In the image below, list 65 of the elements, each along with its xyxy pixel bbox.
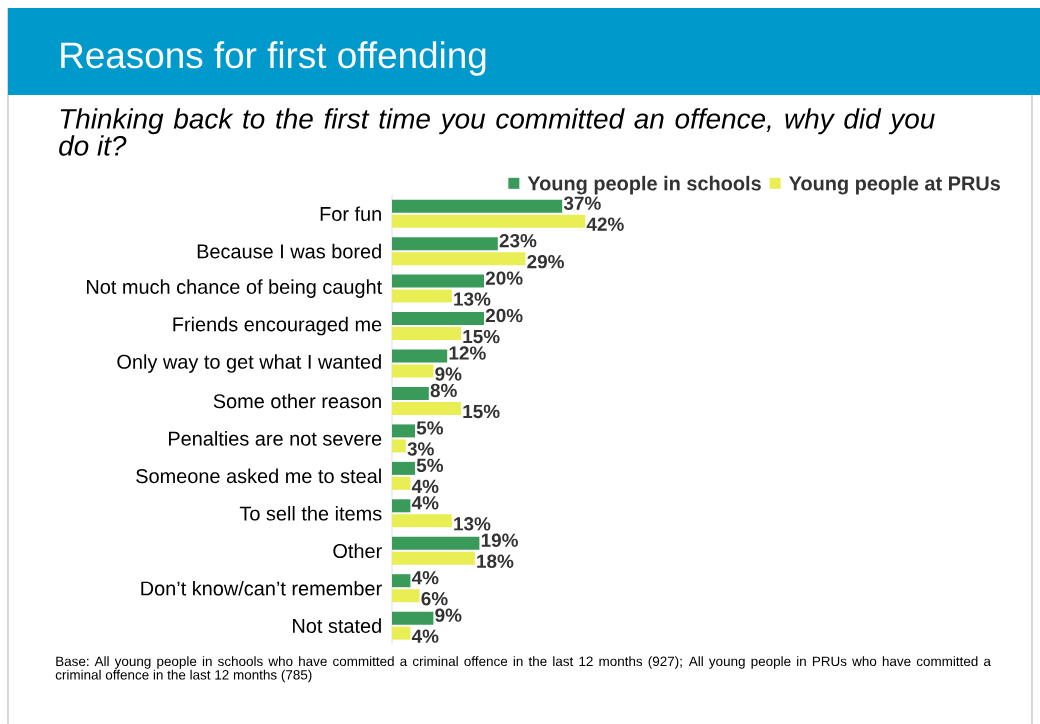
bar xyxy=(392,251,526,265)
data-label: 20% xyxy=(485,308,523,323)
bar xyxy=(392,439,406,453)
y-tick-label: Friends encouraged me xyxy=(173,316,382,336)
y-tick-label: To sell the items xyxy=(239,505,382,521)
bar xyxy=(392,289,452,303)
bar xyxy=(392,236,498,250)
bar xyxy=(392,573,411,587)
data-label: 3% xyxy=(407,441,434,456)
y-tick-label: For fun xyxy=(320,206,381,221)
data-label: 8% xyxy=(430,383,457,397)
bar xyxy=(392,364,434,378)
bar xyxy=(392,588,420,602)
y-tick-label: Only way to get what I wanted xyxy=(117,353,381,373)
bar xyxy=(392,476,411,490)
bar xyxy=(392,326,462,340)
data-label: 4% xyxy=(411,495,439,510)
y-tick-label: Not stated xyxy=(293,618,381,633)
legend-label: Young people in schools xyxy=(527,175,761,195)
legend-label: Young people at PRUs xyxy=(788,175,1000,195)
data-label: 5% xyxy=(416,458,444,472)
bar xyxy=(392,551,475,565)
data-label: 5% xyxy=(416,421,444,435)
chart-subtitle: Thinking back to the first time you committed an offence, why did you do it? xyxy=(59,107,935,156)
data-label: 18% xyxy=(477,554,514,568)
chart-title: Reasons for first offending xyxy=(61,41,486,76)
data-label: 9% xyxy=(435,608,462,622)
data-label: 4% xyxy=(411,479,439,493)
bar xyxy=(392,461,416,475)
data-label: 9% xyxy=(435,367,462,381)
y-tick-label: Some other reason xyxy=(213,393,381,409)
data-label: 15% xyxy=(463,329,500,344)
bar xyxy=(392,274,485,288)
y-tick-label: Penalties are not severe xyxy=(169,430,382,446)
data-label: 37% xyxy=(563,196,601,210)
bar xyxy=(392,536,480,550)
data-label: 29% xyxy=(527,254,564,269)
bar xyxy=(392,514,452,528)
bar xyxy=(392,401,462,415)
data-label: 13% xyxy=(454,292,491,306)
data-label: 4% xyxy=(411,570,439,585)
y-tick-label: Not much chance of being caught xyxy=(87,279,383,298)
data-label: 12% xyxy=(449,346,486,360)
data-label: 19% xyxy=(481,533,518,547)
y-tick-label: Don’t know/can’t remember xyxy=(141,580,382,596)
text: Base: All young people in schools who have committed a criminal offence in the last 12 months (927); All young people in PRUs who have committed a criminal offence in the last 12 months (785) xyxy=(55,655,991,683)
bar xyxy=(392,611,434,625)
bar xyxy=(392,349,448,363)
bar xyxy=(392,424,416,438)
data-label: 15% xyxy=(463,404,500,418)
bar xyxy=(392,199,563,213)
data-label: 13% xyxy=(454,516,491,531)
data-label: 6% xyxy=(421,591,448,606)
data-label: 20% xyxy=(485,271,523,285)
bar xyxy=(392,311,485,325)
y-tick-label: Other xyxy=(333,543,382,558)
y-tick-label: Because I was bored xyxy=(197,243,381,259)
data-label: 4% xyxy=(411,629,439,643)
bar xyxy=(392,499,411,513)
data-label: 23% xyxy=(499,233,537,248)
y-tick-label: Someone asked me to steal xyxy=(136,468,381,483)
data-label: 42% xyxy=(586,217,624,231)
bar xyxy=(392,626,411,640)
bar xyxy=(392,214,586,228)
bar xyxy=(392,386,429,400)
